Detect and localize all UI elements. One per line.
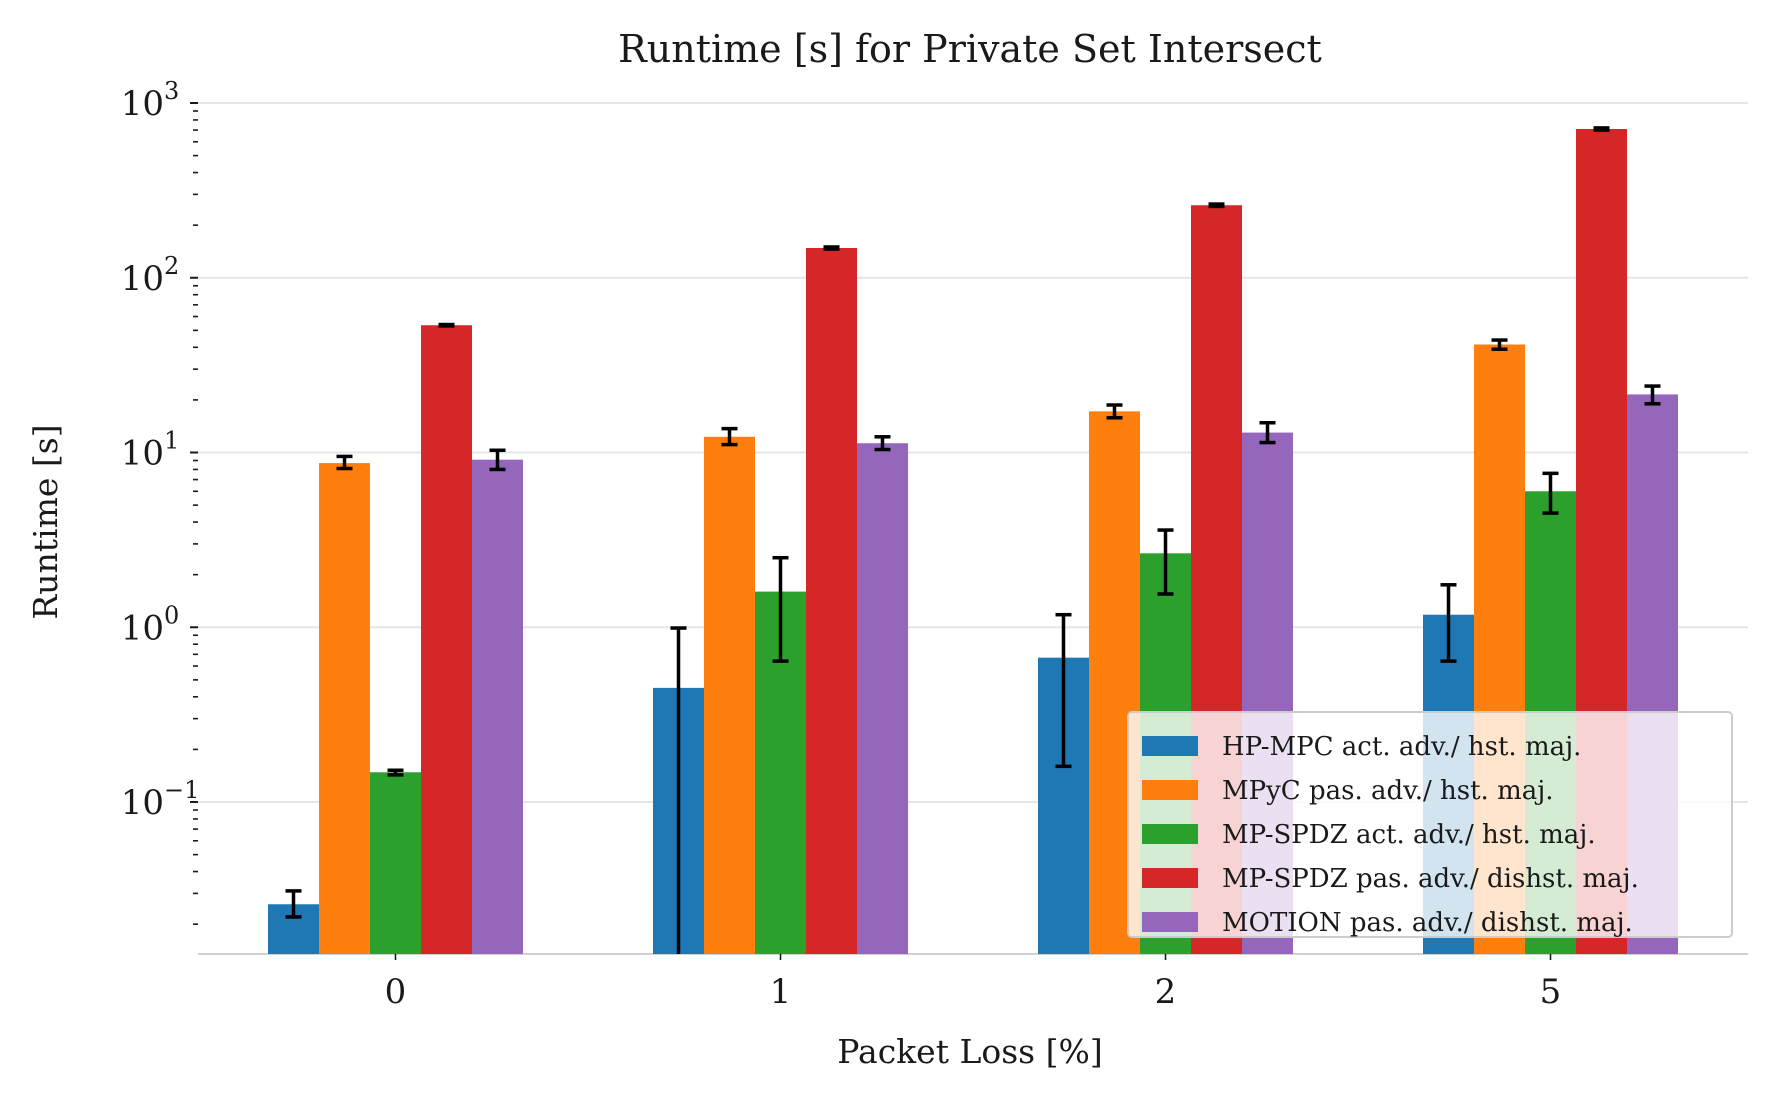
error-bars xyxy=(285,126,1661,954)
y-tick-label: 10 xyxy=(121,608,164,648)
x-axis-label: Packet Loss [%] xyxy=(837,1032,1102,1071)
x-tick-label: 5 xyxy=(1540,972,1562,1012)
legend-swatch xyxy=(1142,824,1198,844)
y-tick-exponent: 3 xyxy=(164,77,179,105)
legend-swatch xyxy=(1142,912,1198,932)
y-tick-label: 10 xyxy=(121,783,164,823)
legend-swatch xyxy=(1142,736,1198,756)
y-tick-exponent: −1 xyxy=(164,776,199,804)
bar xyxy=(704,436,755,955)
legend-entry-label: MP-SPDZ pas. adv./ dishst. maj. xyxy=(1222,864,1639,894)
y-tick-label: 10 xyxy=(121,84,164,124)
legend-swatch xyxy=(1142,868,1198,888)
bar xyxy=(370,772,421,954)
legend-entry-label: HP-MPC act. adv./ hst. maj. xyxy=(1222,732,1581,762)
y-tick-label: 10 xyxy=(121,259,164,299)
x-tick-label: 0 xyxy=(385,972,407,1012)
legend-swatch xyxy=(1142,780,1198,800)
legend-entry-label: MP-SPDZ act. adv./ hst. maj. xyxy=(1222,820,1596,850)
legend-entry-label: MOTION pas. adv./ dishst. maj. xyxy=(1222,908,1633,938)
y-axis-label: Runtime [s] xyxy=(26,424,65,619)
legend: HP-MPC act. adv./ hst. maj. MPyC pas. adv… xyxy=(1127,711,1733,938)
y-tick-exponent: 0 xyxy=(164,601,179,629)
bar xyxy=(319,463,370,954)
x-tick-label: 1 xyxy=(770,972,792,1012)
chart-title: Runtime [s] for Private Set Intersect xyxy=(618,27,1322,71)
bar xyxy=(857,443,908,954)
y-tick-exponent: 1 xyxy=(164,427,179,455)
x-tick-label: 2 xyxy=(1155,972,1177,1012)
legend-entry-label: MPyC pas. adv./ hst. maj. xyxy=(1222,776,1554,806)
axes: 10 −110 010 110 210 30 1 2 5 xyxy=(121,77,1748,1012)
bar xyxy=(472,459,523,954)
bar xyxy=(421,325,472,954)
legend-box xyxy=(1127,711,1733,938)
y-tick-exponent: 2 xyxy=(164,252,179,280)
bar xyxy=(806,248,857,954)
y-tick-label: 10 xyxy=(121,434,164,474)
